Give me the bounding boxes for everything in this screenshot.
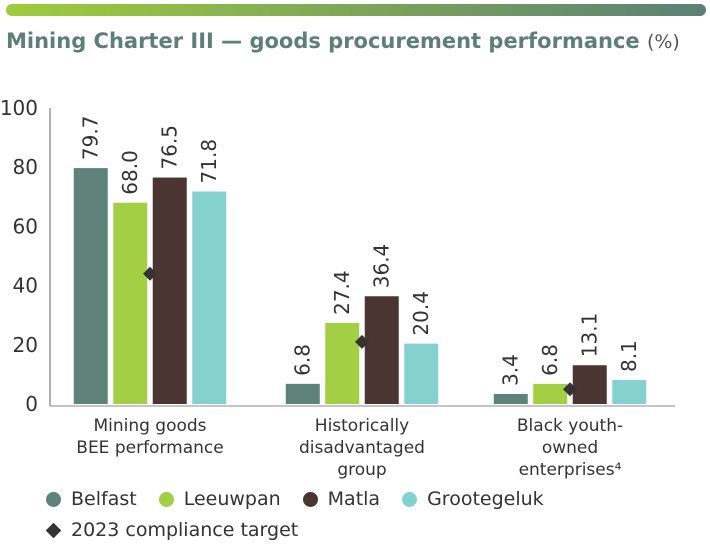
category-label: BEE performance <box>76 438 223 458</box>
data-label: 36.4 <box>370 244 394 289</box>
data-label: 20.4 <box>409 291 433 336</box>
data-label: 6.8 <box>538 344 562 376</box>
legend-swatch-grootegeluk <box>402 491 418 507</box>
legend-swatch-target <box>45 522 62 538</box>
legend-item-matla: Matla <box>302 488 381 510</box>
bar <box>325 322 360 404</box>
bar <box>364 296 399 404</box>
bar <box>533 383 568 404</box>
legend: Belfast Leeuwpan Matla Grootegeluk <box>46 488 566 510</box>
bar <box>404 343 439 404</box>
legend-swatch-leeuwpan <box>158 491 174 507</box>
data-label: 13.1 <box>578 313 602 358</box>
bar <box>493 393 528 404</box>
category-label: group <box>337 460 386 480</box>
data-label: 68.0 <box>118 150 142 195</box>
data-label: 76.5 <box>158 125 182 170</box>
bar <box>152 177 187 404</box>
legend-swatch-belfast <box>46 491 61 507</box>
header-accent-bar <box>6 4 706 16</box>
chart-title-unit: (%) <box>646 31 680 53</box>
bar <box>113 202 148 404</box>
y-tick-label: 100 <box>0 96 38 120</box>
legend-label-leeuwpan: Leeuwpan <box>183 488 281 510</box>
target-marker <box>143 266 157 281</box>
legend-item-belfast: Belfast <box>46 488 137 510</box>
y-tick-label: 40 <box>13 274 38 298</box>
data-label: 6.8 <box>291 344 315 376</box>
bar <box>73 168 108 404</box>
category-label: disadvantaged <box>299 438 425 458</box>
legend-label-target: 2023 compliance target <box>71 519 299 541</box>
legend-label-belfast: Belfast <box>71 488 137 510</box>
bar <box>572 365 607 404</box>
y-tick-label: 80 <box>13 155 38 179</box>
legend-swatch-matla <box>302 491 318 507</box>
bar <box>192 191 227 404</box>
target-marker <box>355 334 369 349</box>
data-label: 71.8 <box>197 139 221 184</box>
legend-item-target: 2023 compliance target <box>45 519 299 541</box>
data-label: 3.4 <box>499 354 523 386</box>
chart-title-text: Mining Charter III — goods procurement p… <box>6 29 640 53</box>
category-label: owned <box>542 438 598 458</box>
category-label: Black youth- <box>517 416 623 436</box>
legend-label-grootegeluk: Grootegeluk <box>427 488 544 510</box>
data-label: 27.4 <box>330 270 354 315</box>
bar <box>612 380 647 404</box>
category-label: Historically <box>315 416 409 436</box>
data-label: 8.1 <box>617 340 641 372</box>
bar <box>285 383 320 404</box>
chart-title: Mining Charter III — goods procurement p… <box>6 29 680 53</box>
legend-item-leeuwpan: Leeuwpan <box>158 488 281 510</box>
category-label: Mining goods <box>93 416 206 436</box>
y-tick-label: 60 <box>13 214 38 238</box>
y-tick-label: 0 <box>25 392 38 416</box>
legend-target: 2023 compliance target <box>45 519 320 541</box>
data-label: 79.7 <box>79 116 103 161</box>
category-label: enterprises⁴ <box>519 460 622 480</box>
y-tick-label: 20 <box>13 333 38 357</box>
legend-item-grootegeluk: Grootegeluk <box>402 488 544 510</box>
target-marker <box>563 382 577 397</box>
legend-label-matla: Matla <box>327 488 381 510</box>
